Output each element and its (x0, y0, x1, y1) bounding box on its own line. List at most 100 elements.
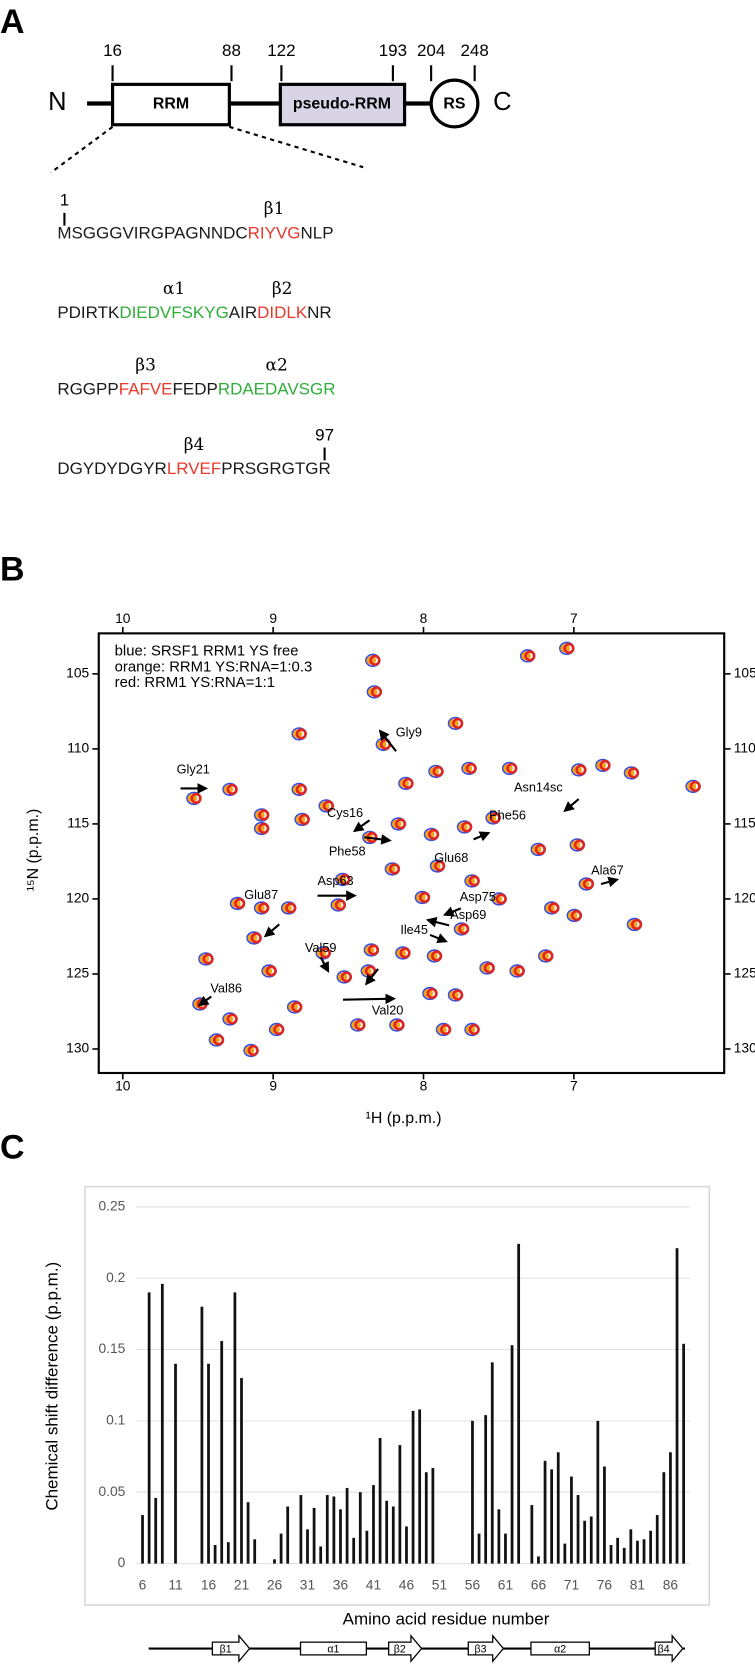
peak-1-1 (190, 792, 202, 804)
structure-label: β4 (658, 1643, 670, 1655)
peak-1-1 (483, 962, 495, 974)
peak-1-1 (575, 764, 587, 776)
bar (424, 1472, 428, 1564)
peak-annotation: Asp69 (450, 907, 486, 922)
bar (365, 1530, 369, 1564)
bar (537, 1556, 540, 1564)
first-residue: 1 (60, 191, 69, 210)
x-tick-label: 8 (420, 611, 428, 626)
residue-position: 204 (417, 41, 445, 60)
bar (332, 1496, 336, 1564)
sequence-segment: FAFVE (119, 379, 173, 398)
x-tick-label: 9 (269, 611, 277, 626)
y-axis-label: ¹⁵N (p.p.m.) (25, 809, 42, 892)
sequence-segment: RGGPP (57, 379, 118, 398)
y-tick-label: 105 (66, 666, 89, 681)
y-tick-label: 0 (118, 1555, 126, 1570)
bar (273, 1559, 276, 1564)
peak-annotation: Cys16 (327, 805, 363, 820)
peak-1-1 (573, 839, 585, 851)
sequence-segment: RIYVG (248, 223, 301, 242)
x-tick-label: 6 (139, 1578, 147, 1593)
n-terminus: N (48, 88, 66, 116)
residue-position: 248 (460, 41, 488, 60)
bar (279, 1533, 283, 1564)
y-tick-label: 105 (734, 666, 755, 681)
bar (339, 1509, 342, 1564)
x-tick-label: 9 (269, 1078, 277, 1093)
peak-1-1 (388, 863, 401, 875)
legend-text: orange: RRM1 YS:RNA=1:0.3 (115, 659, 313, 675)
peak-annotation: Asp75 (460, 889, 496, 904)
x-tick-label: 51 (432, 1578, 447, 1593)
peak-annotation: Ile45 (400, 922, 428, 937)
annotation-arrow (342, 993, 397, 1005)
x-tick-label: 36 (333, 1578, 349, 1593)
structure-label: α2 (266, 355, 288, 375)
bar (603, 1466, 606, 1564)
structure-label: β3 (474, 1643, 486, 1655)
peak-1-1 (322, 800, 334, 812)
peak-1-1 (250, 932, 262, 944)
annotation-arrow (365, 968, 379, 986)
helix-box (299, 1641, 367, 1656)
peak-1-1 (506, 762, 518, 774)
pseudo-rrm-box (278, 82, 407, 127)
peak-1-1 (399, 947, 411, 959)
bar (477, 1533, 481, 1564)
residue-position: 193 (379, 41, 407, 60)
bar (213, 1545, 217, 1564)
peak-1-1 (524, 650, 536, 662)
bar (616, 1537, 620, 1564)
rs-circle (429, 78, 480, 129)
sequence-segment: MSGGGVIRGPAGNNDC (57, 223, 247, 242)
bar (655, 1515, 659, 1564)
y-tick-label: 115 (67, 816, 89, 831)
peak-1-1 (258, 822, 270, 834)
bar (174, 1363, 177, 1564)
bar (484, 1415, 488, 1564)
sequence-line: MSGGGVIRGPAGNNDCRIYVGNLP (57, 223, 333, 242)
peak-1-1 (689, 780, 701, 792)
x-tick-label: 8 (420, 1078, 428, 1093)
peak-1-1 (285, 902, 297, 914)
bar (504, 1533, 507, 1564)
peak-1-1 (489, 812, 501, 824)
bar (431, 1467, 435, 1564)
x-tick-label: 10 (115, 1078, 131, 1093)
bar (358, 1492, 362, 1564)
y-tick-label: 130 (734, 1041, 755, 1056)
sequence-segment: RDAEDAVSGR (218, 379, 336, 398)
peak-1-1 (394, 818, 407, 830)
structure-label: β1 (220, 1643, 232, 1655)
bar-frame (84, 1185, 711, 1606)
peak-1-1 (202, 953, 214, 965)
peak-annotation: Phe58 (329, 843, 366, 858)
sequence-line: PDIRTKDIEDVFSKYGAIRDIDLKNR (57, 303, 331, 322)
y-tick-label: 0.1 (106, 1412, 125, 1427)
peak-annotation: Gly9 (396, 725, 422, 740)
bar (490, 1362, 494, 1564)
y-tick-label: 125 (66, 966, 89, 981)
annotation-arrow (425, 916, 450, 928)
structure-label: α1 (327, 1643, 339, 1655)
strand-arrow (211, 1634, 251, 1664)
legend-text: red: RRM1 YS:RNA=1:1 (115, 675, 275, 691)
peak-1-1 (495, 893, 507, 905)
x-tick-label: 7 (570, 1078, 578, 1093)
peak-1-1 (334, 899, 346, 911)
bar (226, 1542, 230, 1564)
bar (583, 1520, 587, 1564)
annotation-arrow (378, 729, 397, 752)
y-axis-label: Chemical shift difference (p.p.m.) (43, 1262, 62, 1511)
peak-annotation: Phe56 (489, 807, 526, 822)
bar (220, 1340, 224, 1564)
bar (253, 1539, 257, 1564)
peak-1-1 (513, 965, 525, 977)
domain-name: RRM (153, 96, 189, 113)
bar (550, 1469, 554, 1564)
bar (286, 1506, 290, 1564)
structure-label: α2 (554, 1643, 566, 1655)
y-tick-label: 110 (67, 741, 89, 756)
rrm-box (110, 82, 231, 127)
